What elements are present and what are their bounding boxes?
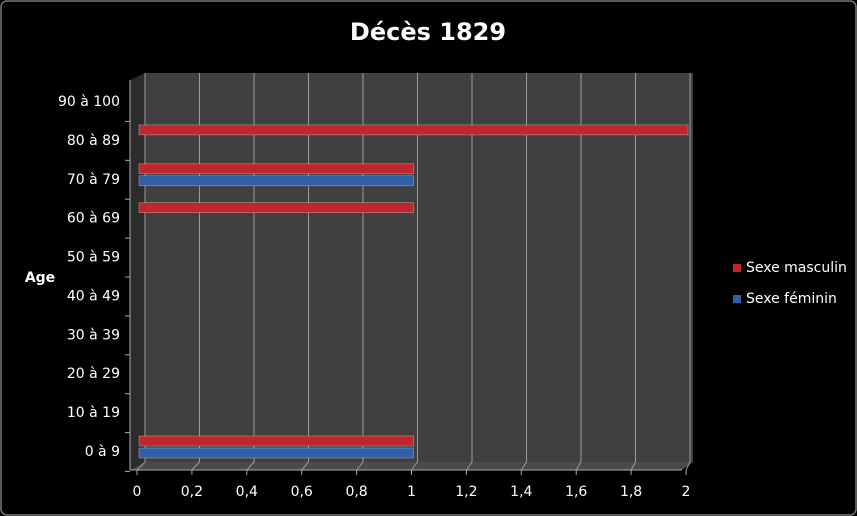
back-wall — [145, 73, 693, 462]
y-tick-label: 80 à 89 — [67, 133, 120, 149]
grid-line — [685, 73, 691, 471]
grid-line — [465, 73, 473, 471]
x-tick-label: 0,4 — [236, 484, 258, 500]
y-tick-label: 60 à 69 — [67, 211, 120, 227]
grid-line — [630, 73, 636, 471]
y-axis-title: Age — [25, 270, 55, 286]
x-tick-label: 1,6 — [565, 484, 587, 500]
y-tick-label: 50 à 59 — [67, 250, 120, 266]
x-tick-label: 0,8 — [345, 484, 367, 500]
bar — [138, 435, 414, 447]
chart-title: Décès 1829 — [350, 18, 506, 46]
x-tick-label: 1,2 — [455, 484, 477, 500]
bar — [138, 202, 414, 213]
x-tick-label: 0,6 — [291, 484, 313, 500]
grid-line — [575, 73, 582, 471]
x-tick-label: 2 — [682, 484, 691, 500]
legend-marker — [733, 264, 741, 272]
bar — [138, 163, 414, 175]
y-tick-label: 30 à 39 — [67, 327, 120, 343]
y-tick-label: 90 à 100 — [58, 94, 120, 110]
x-tick-label: 1,8 — [620, 484, 642, 500]
bar — [138, 447, 414, 459]
grid-line — [520, 73, 527, 471]
x-tick-label: 1,4 — [510, 484, 532, 500]
y-tick-label: 20 à 29 — [67, 366, 120, 382]
x-tick-label: 1 — [407, 484, 416, 500]
legend-marker — [733, 295, 741, 303]
x-tick-label: 0,2 — [181, 484, 203, 500]
bar — [138, 124, 689, 136]
floor — [130, 462, 693, 470]
grid-line — [411, 73, 418, 471]
y-tick-label: 40 à 49 — [67, 288, 120, 304]
y-tick-label: 0 à 9 — [85, 444, 120, 460]
y-tick-label: 70 à 79 — [67, 172, 120, 188]
y-tick-label: 10 à 19 — [67, 405, 120, 421]
legend-label: Sexe féminin — [746, 291, 837, 307]
legend-label: Sexe masculin — [746, 260, 847, 276]
x-tick-label: 0 — [133, 484, 142, 500]
bar — [138, 175, 414, 187]
